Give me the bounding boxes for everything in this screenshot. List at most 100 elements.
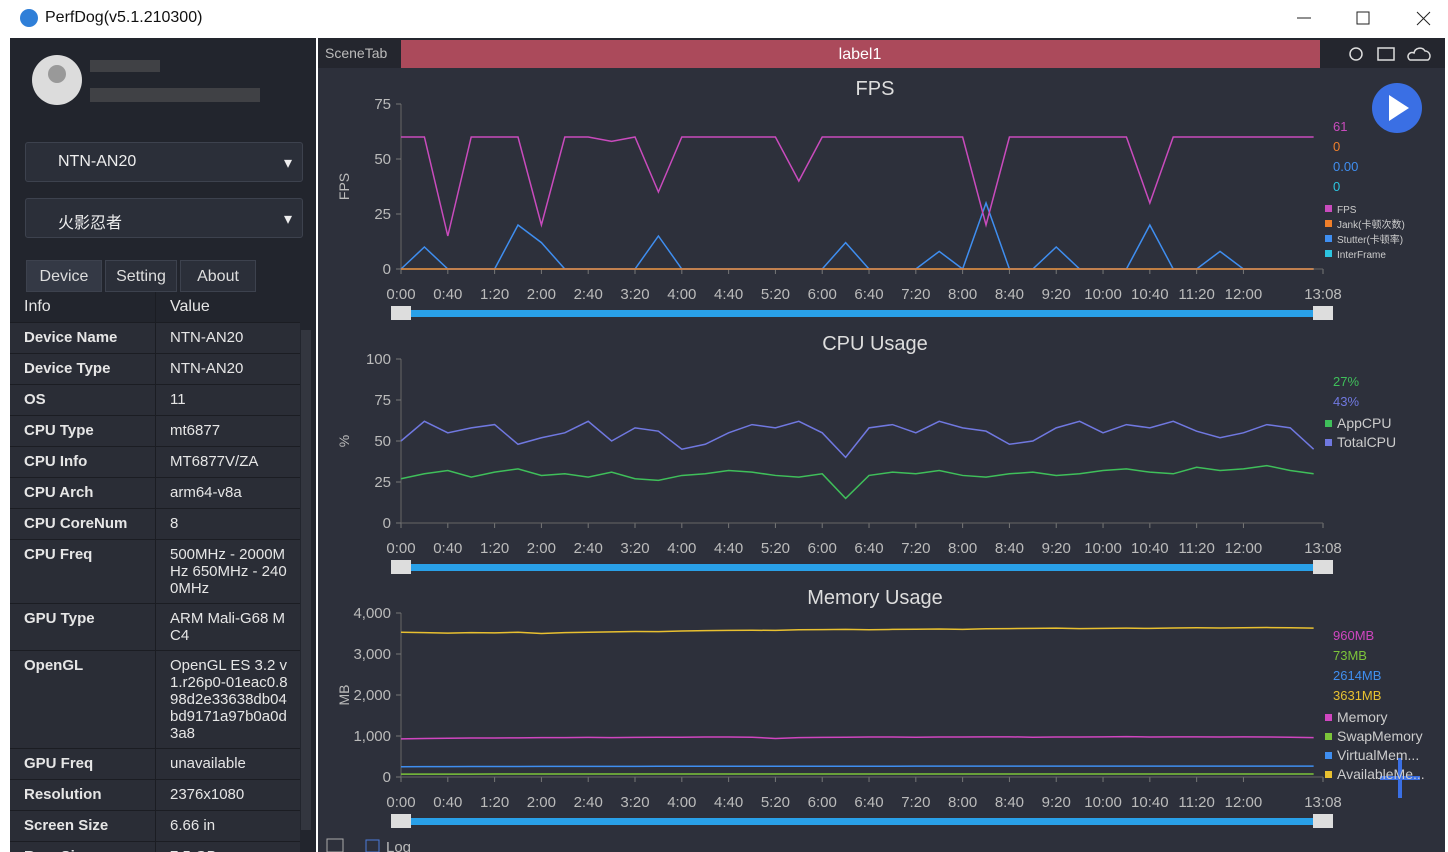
info-cell: Screen Size bbox=[24, 817, 109, 834]
collapse-button[interactable] bbox=[326, 838, 344, 852]
legend-label: Jank(卡顿次数) bbox=[1337, 218, 1405, 231]
legend-label: Memory bbox=[1337, 709, 1388, 725]
x-tick-label: 4:40 bbox=[714, 794, 743, 811]
legend-swatch bbox=[1325, 733, 1332, 740]
slider-handle[interactable] bbox=[1313, 814, 1333, 828]
background bbox=[318, 38, 1445, 852]
x-tick-label: 13:08 bbox=[1304, 794, 1342, 811]
current-value: 2614MB bbox=[1333, 668, 1381, 683]
x-tick-label: 2:00 bbox=[527, 540, 556, 557]
table-row: OpenGL OpenGL ES 3.2 v1.r26p0-01eac0.898d… bbox=[10, 651, 300, 749]
legend-swatch bbox=[1325, 235, 1332, 242]
slider-handle[interactable] bbox=[1313, 306, 1333, 320]
cloud-icon[interactable] bbox=[1407, 47, 1431, 61]
legend-swatch bbox=[1325, 420, 1332, 427]
app-icon bbox=[20, 9, 38, 27]
value-cell: NTN-AN20 bbox=[155, 354, 300, 384]
x-tick-label: 2:00 bbox=[527, 286, 556, 303]
x-tick-label: 0:40 bbox=[433, 540, 462, 557]
folder-icon[interactable] bbox=[1377, 47, 1395, 61]
slider-handle[interactable] bbox=[1313, 560, 1333, 574]
x-tick-label: 13:08 bbox=[1304, 540, 1342, 557]
app-name: 火影忍者 bbox=[58, 215, 123, 232]
legend-swatch bbox=[1325, 250, 1332, 257]
chart-title: CPU Usage bbox=[822, 333, 928, 355]
x-tick-label: 7:20 bbox=[901, 794, 930, 811]
x-tick-label: 3:20 bbox=[620, 286, 649, 303]
table-row: OS 11 bbox=[10, 385, 300, 416]
table-row: CPU Arch arm64-v8a bbox=[10, 478, 300, 509]
y-axis-label: MB bbox=[336, 685, 352, 706]
x-tick-label: 2:40 bbox=[574, 794, 603, 811]
table-row: Screen Size 6.66 in bbox=[10, 811, 300, 842]
maximize[interactable] bbox=[1356, 11, 1370, 25]
table-row: GPU Type ARM Mali-G68 MC4 bbox=[10, 604, 300, 651]
current-value: 27% bbox=[1333, 374, 1359, 389]
close[interactable] bbox=[1416, 11, 1431, 26]
x-tick-label: 10:00 bbox=[1084, 794, 1122, 811]
scene-label: label1 bbox=[839, 46, 882, 63]
legend-label: VirtualMem... bbox=[1337, 747, 1419, 763]
window-title: PerfDog(v5.1.210300) bbox=[45, 9, 203, 26]
slider-handle[interactable] bbox=[391, 814, 411, 828]
title-icons bbox=[20, 9, 1431, 27]
add-button[interactable] bbox=[1380, 758, 1420, 798]
series-line bbox=[400, 420, 1315, 459]
series-line bbox=[400, 735, 1314, 740]
chart-title: FPS bbox=[856, 78, 895, 100]
x-tick-label: 7:20 bbox=[901, 286, 930, 303]
scrollbar[interactable] bbox=[301, 330, 311, 830]
info-cell: CPU CoreNum bbox=[24, 515, 128, 532]
x-tick-label: 10:40 bbox=[1131, 286, 1169, 303]
slider-handle[interactable] bbox=[391, 306, 411, 320]
x-tick-label: 4:40 bbox=[714, 286, 743, 303]
device-name: NTN-AN20 bbox=[58, 153, 137, 170]
app-select[interactable]: 火影忍者 ▾ bbox=[25, 198, 303, 238]
x-tick-label: 6:00 bbox=[808, 794, 837, 811]
slider-handle[interactable] bbox=[391, 560, 411, 574]
scene-label-bar[interactable] bbox=[401, 40, 1320, 68]
log-checkbox[interactable] bbox=[365, 839, 380, 852]
y-tick-label: 50 bbox=[374, 151, 391, 168]
x-tick-label: 5:20 bbox=[761, 286, 790, 303]
scene-tab[interactable]: SceneTab bbox=[325, 45, 387, 61]
series-line bbox=[400, 200, 1314, 271]
x-tick-label: 1:20 bbox=[480, 794, 509, 811]
x-tick-label: 7:20 bbox=[901, 540, 930, 557]
x-tick-label: 3:20 bbox=[620, 794, 649, 811]
tab[interactable]: About bbox=[180, 260, 256, 292]
y-tick-label: 25 bbox=[374, 206, 391, 223]
tab[interactable]: Device bbox=[26, 260, 102, 292]
x-tick-label: 11:20 bbox=[1178, 794, 1214, 811]
x-tick-label: 9:20 bbox=[1042, 540, 1071, 557]
tab[interactable]: Setting bbox=[105, 260, 177, 292]
location-icon[interactable] bbox=[1349, 47, 1363, 61]
legend-label: InterFrame bbox=[1337, 250, 1386, 261]
legend-swatch bbox=[1325, 714, 1332, 721]
x-tick-label: 8:00 bbox=[948, 540, 977, 557]
x-tick-label: 2:40 bbox=[574, 286, 603, 303]
table-row: Resolution 2376x1080 bbox=[10, 780, 300, 811]
x-tick-label: 10:40 bbox=[1131, 540, 1169, 557]
value-cell: mt6877 bbox=[155, 416, 300, 446]
x-tick-label: 8:00 bbox=[948, 286, 977, 303]
y-tick-label: 2,000 bbox=[353, 687, 391, 704]
info-cell: GPU Freq bbox=[24, 755, 94, 772]
x-tick-label: 4:00 bbox=[667, 286, 696, 303]
value-cell: unavailable bbox=[155, 749, 300, 779]
table-header: Info Value bbox=[10, 292, 300, 323]
x-tick-label: 0:00 bbox=[386, 540, 415, 557]
legend-swatch bbox=[1325, 752, 1332, 759]
y-axis-label: % bbox=[336, 435, 352, 447]
current-value: 0.00 bbox=[1333, 159, 1358, 174]
info-cell: CPU Freq bbox=[24, 546, 93, 563]
y-tick-label: 3,000 bbox=[353, 646, 391, 663]
device-select[interactable]: NTN-AN20 ▾ bbox=[25, 142, 303, 182]
x-tick-label: 4:40 bbox=[714, 540, 743, 557]
legend-swatch bbox=[1325, 771, 1332, 778]
x-tick-label: 10:00 bbox=[1084, 286, 1122, 303]
value-cell: MT6877V/ZA bbox=[155, 447, 300, 477]
x-tick-label: 6:00 bbox=[808, 540, 837, 557]
info-cell: OS bbox=[24, 391, 46, 408]
x-tick-label: 6:40 bbox=[854, 540, 883, 557]
